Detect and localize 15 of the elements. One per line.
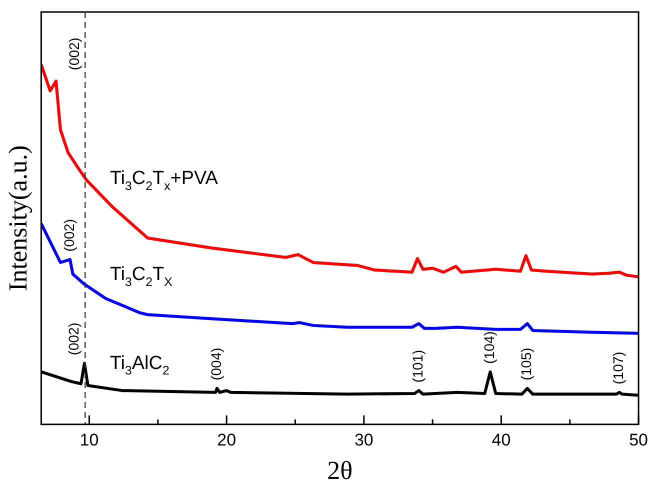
y-axis-title: Intensity(a.u.): [3, 145, 32, 292]
x-tick-label: 40: [492, 430, 511, 450]
annotation: (004): [208, 348, 224, 380]
annotation: (002): [66, 38, 82, 70]
annotation: (002): [60, 218, 77, 252]
annotation: (105): [518, 348, 534, 380]
annotation: (101): [410, 350, 426, 383]
x-tick-label: 10: [80, 430, 99, 450]
annotation: (104): [481, 331, 498, 364]
annotation: (107): [610, 352, 626, 384]
annotation: (002): [65, 322, 82, 356]
x-tick-label: 30: [354, 430, 374, 450]
x-tick-label: 50: [629, 430, 648, 450]
x-axis-title: 2θ: [327, 456, 353, 486]
x-tick-label: 20: [217, 430, 236, 450]
